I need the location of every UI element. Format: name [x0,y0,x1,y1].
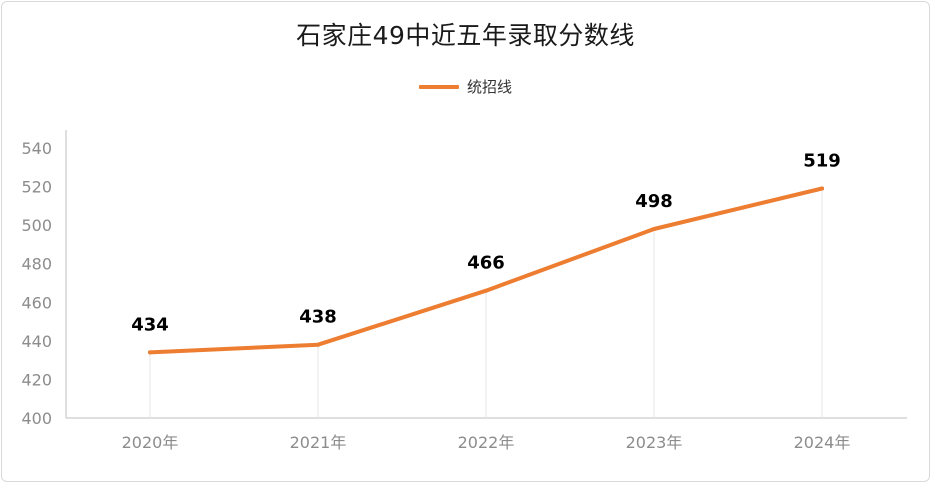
data-label-3: 498 [635,191,673,212]
x-tick-label-1: 2021年 [290,433,347,452]
x-tick-label-4: 2024年 [794,433,851,452]
legend-swatch [418,84,459,89]
x-tick-label-2: 2022年 [458,433,515,452]
data-label-0: 434 [131,314,169,335]
data-point-2 [484,288,488,293]
y-tick-label-420: 420 [21,370,52,389]
y-tick-label-460: 460 [21,293,52,312]
data-point-1 [316,342,320,347]
data-label-1: 438 [299,307,337,328]
y-tick-label-540: 540 [21,139,52,158]
data-point-4 [820,186,824,191]
data-label-2: 466 [467,253,505,274]
y-tick-label-480: 480 [21,255,52,274]
data-point-3 [652,227,656,231]
y-tick-label-440: 440 [21,332,52,351]
legend: 统招线 [2,76,929,97]
x-tick-label-0: 2020年 [122,433,179,452]
y-tick-label-400: 400 [21,409,52,428]
x-tick-label-3: 2023年 [626,433,683,452]
y-tick-label-520: 520 [21,178,52,197]
y-tick-label-500: 500 [21,216,52,235]
legend-label: 统招线 [466,78,512,96]
chart-title: 石家庄49中近五年录取分数线 [296,21,635,50]
data-point-0 [148,350,152,355]
data-label-4: 519 [803,151,841,172]
